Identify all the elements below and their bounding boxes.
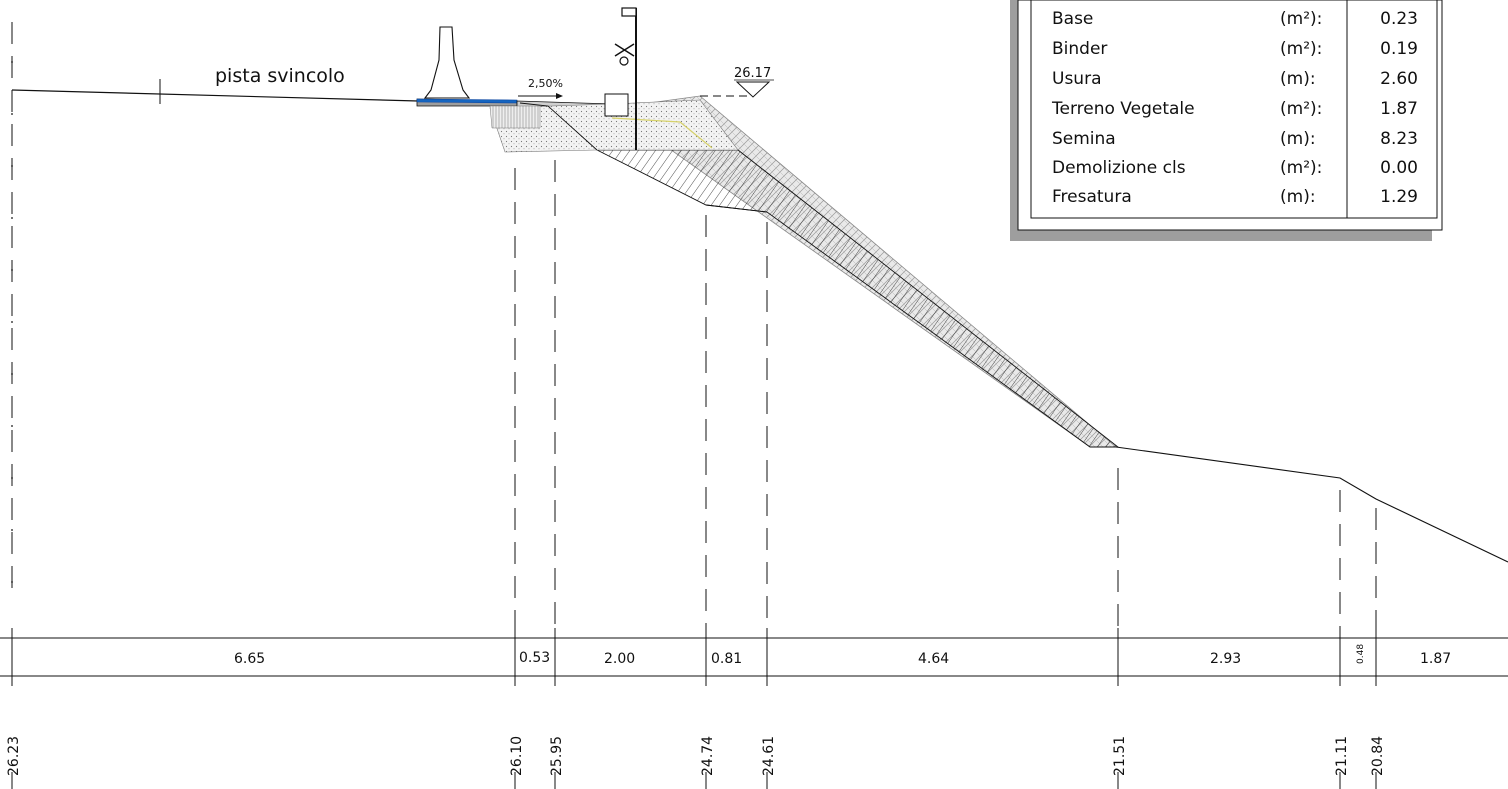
level-label: 26.17 bbox=[734, 66, 771, 81]
quantity-unit: (m²): bbox=[1280, 158, 1322, 178]
distance-label: 4.64 bbox=[918, 651, 949, 667]
distance-label: 1.87 bbox=[1420, 651, 1451, 667]
curb-fill bbox=[489, 105, 541, 129]
quantity-name: Base bbox=[1052, 9, 1093, 29]
elevation-label: 21.51 bbox=[1112, 736, 1128, 776]
distance-label: 0.48 bbox=[1356, 644, 1366, 664]
sign-bolt bbox=[619, 56, 629, 66]
elevation-labels: 26.23 26.10 25.95 24.74 24.61 21.51 21.1… bbox=[6, 736, 1386, 776]
left-axis-dots bbox=[11, 61, 13, 583]
sign-bracket-2 bbox=[614, 43, 635, 57]
quantity-name: Usura bbox=[1052, 69, 1101, 89]
quantity-unit: (m): bbox=[1280, 129, 1316, 149]
station-lines bbox=[514, 160, 1377, 640]
road-label: pista svincolo bbox=[215, 65, 345, 87]
drain-block bbox=[604, 93, 629, 117]
ground-line bbox=[1115, 446, 1508, 563]
distance-label: 0.81 bbox=[711, 651, 742, 667]
road-line bbox=[11, 89, 419, 102]
table-frame-inner bbox=[1030, 0, 1438, 219]
distance-ticks bbox=[11, 628, 1377, 686]
level-triangle bbox=[735, 81, 771, 98]
quantity-unit: (m): bbox=[1280, 187, 1316, 207]
distance-label: 2.00 bbox=[604, 651, 635, 667]
quantity-value: 0.00 bbox=[1380, 158, 1418, 178]
distance-labels: 6.65 0.53 2.00 0.81 4.64 2.93 0.48 1.87 bbox=[234, 644, 1451, 667]
slope-arrow-head bbox=[556, 93, 563, 99]
elevation-label: 21.11 bbox=[1334, 736, 1350, 776]
elevation-label: 24.61 bbox=[761, 736, 777, 776]
sign-head bbox=[621, 7, 637, 17]
elevation-label: 20.84 bbox=[1370, 736, 1386, 776]
elevation-label: 24.74 bbox=[700, 736, 716, 776]
geotextile-line bbox=[611, 117, 713, 149]
quantity-name: Semina bbox=[1052, 129, 1116, 149]
quantity-name: Binder bbox=[1052, 39, 1107, 59]
quantities-table: Base (m²): 0.23 Binder (m²): 0.19 Usura … bbox=[1010, 0, 1443, 241]
quantity-unit: (m): bbox=[1280, 69, 1316, 89]
quantity-value: 2.60 bbox=[1380, 69, 1418, 89]
distance-label: 0.53 bbox=[519, 650, 550, 666]
asphalt-layer bbox=[416, 98, 518, 104]
slope-label: 2,50% bbox=[528, 77, 563, 90]
quantity-value: 8.23 bbox=[1380, 129, 1418, 149]
elevation-label: 26.10 bbox=[509, 736, 525, 776]
quantity-name: Fresatura bbox=[1052, 187, 1132, 207]
quantity-name: Demolizione cls bbox=[1052, 158, 1186, 178]
quantity-value: 1.29 bbox=[1380, 187, 1418, 207]
bench-line bbox=[705, 204, 768, 213]
quantity-name: Terreno Vegetale bbox=[1051, 99, 1195, 119]
quantity-unit: (m²): bbox=[1280, 99, 1322, 119]
elevation-label: 26.23 bbox=[6, 736, 22, 776]
quantity-unit: (m²): bbox=[1280, 9, 1322, 29]
distance-label: 2.93 bbox=[1210, 651, 1241, 667]
quantity-value: 0.19 bbox=[1380, 39, 1418, 59]
elevation-ticks bbox=[11, 772, 1377, 789]
cut-line bbox=[519, 102, 598, 151]
distance-label: 6.65 bbox=[234, 651, 265, 667]
jersey-barrier bbox=[423, 26, 471, 99]
quantity-value: 0.23 bbox=[1380, 9, 1418, 29]
quantity-value: 1.87 bbox=[1380, 99, 1418, 119]
quantity-unit: (m²): bbox=[1280, 39, 1322, 59]
elevation-label: 25.95 bbox=[549, 736, 565, 776]
